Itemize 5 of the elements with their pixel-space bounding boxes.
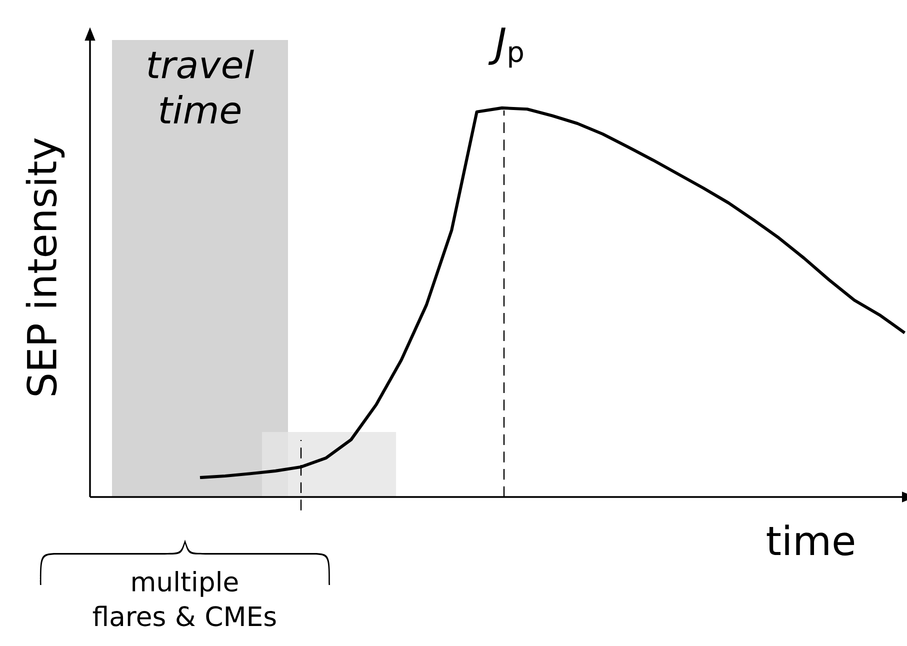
text: multiple flares & CMEs bbox=[92, 571, 276, 626]
annotation: travel time bbox=[148, 50, 254, 124]
text: J$_{p}$ bbox=[488, 28, 523, 68]
x-axis-title: time bbox=[766, 524, 854, 556]
y-axis-title: SEP intensity bbox=[26, 138, 65, 396]
